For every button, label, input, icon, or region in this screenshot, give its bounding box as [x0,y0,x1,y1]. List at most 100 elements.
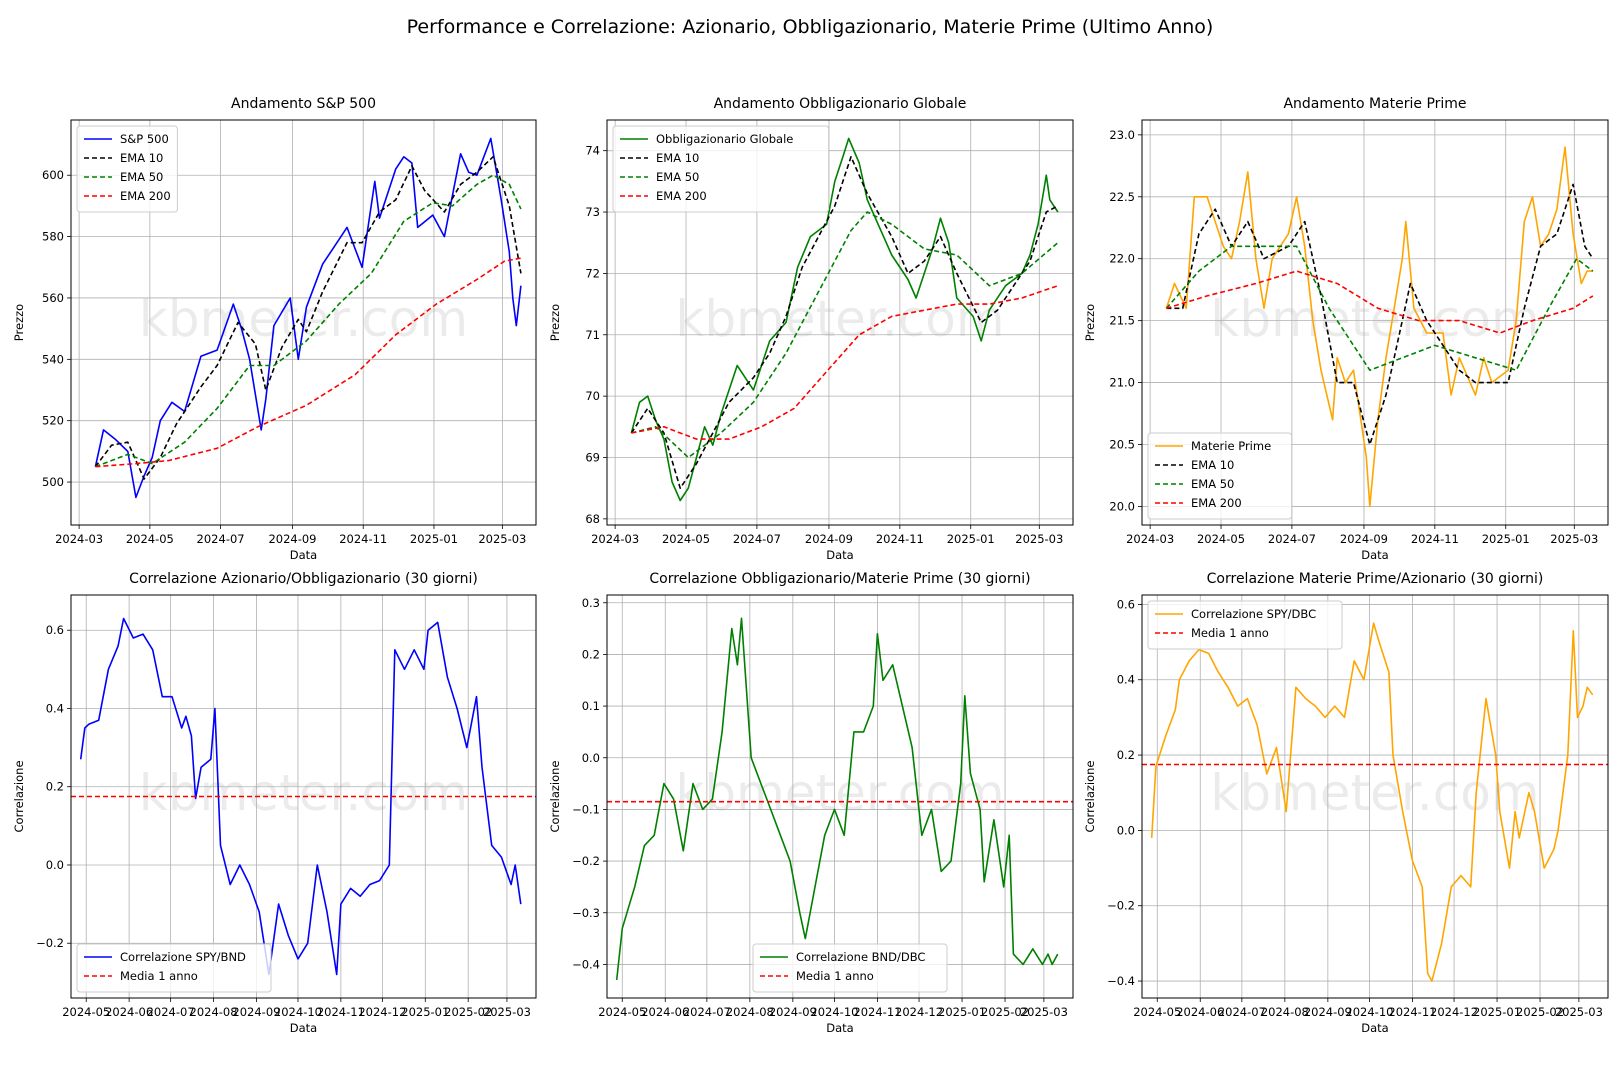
legend-box [612,125,830,213]
y-tick-label: 22.5 [1109,190,1135,204]
chart-title: Correlazione Materie Prime/Azionario (30… [1207,571,1544,587]
x-tick-label: 2024-11 [1388,1005,1436,1019]
series-group [71,617,536,976]
y-tick-label: 70 [585,389,600,403]
series-line-4 [631,284,1059,440]
series-line-1 [615,617,1059,980]
x-tick-label: 2024-08 [190,1005,238,1019]
x-tick-label: 2025-03 [1020,1005,1068,1019]
y-tick-label: 520 [42,414,64,428]
y-tick-label: −0.4 [572,957,600,971]
x-tick-label: 2024-12 [358,1005,406,1019]
x-tick-label: 2024-03 [55,532,103,546]
y-tick-label: 72 [585,266,600,280]
y-tick-label: 74 [585,144,600,158]
legend-label: Materie Prime [1191,439,1271,453]
y-tick-label: 0.2 [1117,748,1135,762]
y-axis-label: Correlazione [12,760,26,832]
watermark: kbmeter.com [139,764,468,822]
x-tick-label: 2024-09 [1304,1005,1352,1019]
plot-area [607,595,1073,998]
y-tick-label: −0.3 [572,906,600,920]
y-tick-label: 0.2 [582,647,600,661]
x-tick-label: 2024-06 [1176,1005,1224,1019]
y-tick-label: −0.4 [1107,974,1135,988]
x-tick-label: 2024-10 [810,1005,858,1019]
x-tick-label: 2024-11 [339,532,387,546]
x-axis-label: Data [290,1021,317,1035]
y-tick-label: 560 [42,291,64,305]
watermark: kbmeter.com [1210,290,1539,348]
x-tick-label: 2025-01 [401,1005,449,1019]
chart-title: Correlazione Obbligazionario/Materie Pri… [649,571,1030,587]
x-tick-label: 2024-03 [591,532,639,546]
y-axis-label: Prezzo [1083,304,1097,341]
series-line-4 [95,257,522,468]
axes-frame [606,119,1074,526]
y-tick-label: −0.2 [1107,899,1135,913]
chart-1: kbmeter.com 500 520 540 560 580 600 2024-03 2024… [12,96,537,562]
series-group [1165,146,1594,508]
x-tick-label: 2024-10 [274,1005,322,1019]
series-line-3 [95,174,522,468]
series-group [1142,622,1608,982]
x-tick-label: 2024-08 [1261,1005,1309,1019]
axes-frame [70,119,537,526]
y-tick-label: 21.0 [1109,376,1135,390]
x-tick-label: 2025-01 [1482,532,1530,546]
y-tick-label: 20.5 [1109,437,1135,451]
chart-title: Correlazione Azionario/Obbligazionario (… [129,571,478,587]
x-tick-label: 2025-01 [1473,1005,1521,1019]
legend-label: Correlazione SPY/DBC [1191,607,1316,621]
series-group [607,617,1073,980]
legend-label: EMA 50 [656,170,699,184]
series-line-2 [1166,183,1594,446]
x-axis-label: Data [826,1021,853,1035]
x-tick-label: 2024-12 [895,1005,943,1019]
chart-3: kbmeter.com 20.0 20.5 21.0 21.5 22.0 22.5 23.0 2… [1083,96,1609,562]
series-line-1 [630,137,1059,502]
axes-frame [70,594,537,999]
series-group [94,137,522,499]
x-tick-label: 2024-08 [726,1005,774,1019]
x-tick-label: 2025-01 [938,1005,986,1019]
x-tick-label: 2025-02 [1516,1005,1564,1019]
legend-box [76,943,272,993]
legend: Correlazione SPY/DBC Media 1 anno [1147,600,1343,650]
x-tick-label: 2025-03 [1555,1005,1603,1019]
legend-label: EMA 50 [1191,477,1234,491]
y-tick-label: 21.5 [1109,314,1135,328]
y-tick-label: 600 [42,168,64,182]
legend-label: EMA 10 [656,151,699,165]
y-tick-label: 0.4 [1117,673,1135,687]
series-line-4 [1166,270,1594,334]
chart-2: kbmeter.com 68 69 70 71 72 73 74 2024-03 2024-05 2… [548,96,1074,562]
x-tick-label: 2024-10 [1345,1005,1393,1019]
legend: Correlazione BND/DBC Media 1 anno [752,943,948,993]
x-tick-label: 2024-05 [126,532,174,546]
y-tick-label: 0.1 [582,699,600,713]
series-line-2 [630,156,1059,490]
x-tick-label: 2024-09 [1340,532,1388,546]
y-tick-label: 20.0 [1109,499,1135,513]
figure-suptitle: Performance e Correlazione: Azionario, O… [406,16,1214,38]
axes-frame [1141,594,1609,999]
watermark: kbmeter.com [1210,764,1539,822]
y-axis-label: Prezzo [548,304,562,341]
y-axis-label: Correlazione [548,760,562,832]
legend-label: Correlazione BND/DBC [796,950,925,964]
y-tick-label: 71 [585,328,600,342]
y-tick-label: 0.3 [582,596,600,610]
x-tick-label: 2024-09 [805,532,853,546]
x-axis-label: Data [1361,548,1388,562]
legend: Materie Prime EMA 10 EMA 50 EMA 200 [1147,432,1293,520]
legend: S&P 500 EMA 10 EMA 50 EMA 200 [76,125,178,213]
x-tick-label: 2024-05 [598,1005,646,1019]
chart-4: kbmeter.com−0.20.00.20.40.62024-052024-0… [12,571,537,1035]
legend-label: Correlazione SPY/BND [120,950,246,964]
y-tick-label: −0.1 [572,802,600,816]
series-line-3 [631,211,1059,459]
x-axis-label: Data [290,548,317,562]
x-tick-label: 2025-01 [947,532,995,546]
chart-title: Andamento Materie Prime [1283,96,1466,112]
